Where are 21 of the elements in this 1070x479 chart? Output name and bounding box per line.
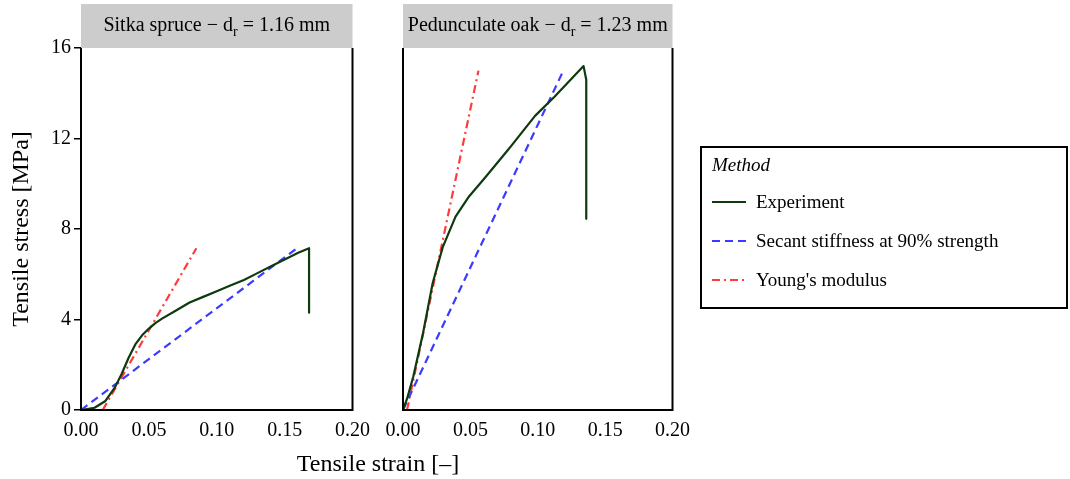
y-tick-label: 12 xyxy=(51,125,71,148)
legend-label: Young's modulus xyxy=(756,268,887,291)
x-tick-label: 0.20 xyxy=(335,418,370,441)
x-tick-label: 0.10 xyxy=(520,418,556,441)
x-tick-label: 0.15 xyxy=(267,418,303,441)
y-tick-label: 0 xyxy=(61,397,71,420)
legend-label: Experiment xyxy=(756,190,845,213)
x-tick-label: 0.05 xyxy=(452,418,488,441)
legend-title: Method xyxy=(712,154,772,176)
y-tick-label: 8 xyxy=(61,216,71,239)
x-tick-label: 0.20 xyxy=(655,418,690,441)
y-axis-title: Tensile stress [MPa] xyxy=(7,131,34,327)
y-tick-label: 4 xyxy=(61,306,71,329)
x-axis-title: Tensile strain [–] xyxy=(296,450,460,477)
x-tick-label: 0.05 xyxy=(131,418,167,441)
legend-label: Secant stiffness at 90% strength xyxy=(756,229,999,252)
x-tick-label: 0.10 xyxy=(199,418,235,441)
x-tick-label: 0.00 xyxy=(385,418,421,441)
y-tick-label: 16 xyxy=(51,35,71,58)
x-tick-label: 0.00 xyxy=(63,418,99,441)
x-tick-label: 0.15 xyxy=(587,418,623,441)
